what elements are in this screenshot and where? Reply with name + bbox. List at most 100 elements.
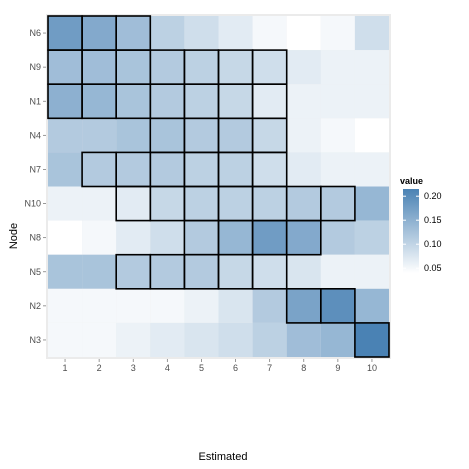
x-tick-label: 4: [165, 363, 170, 373]
heatmap-cell: [252, 152, 287, 187]
legend-tick-label: 0.10: [424, 239, 442, 249]
legend-tick-label: 0.15: [424, 215, 442, 225]
x-tick-label: 10: [367, 363, 377, 373]
heatmap-cell: [320, 220, 355, 255]
heatmap-cell: [286, 84, 321, 119]
x-tick-label: 7: [267, 363, 272, 373]
heatmap-cell: [150, 186, 185, 221]
x-tick-label: 9: [335, 363, 340, 373]
x-tick-label: 5: [199, 363, 204, 373]
heatmap-cell: [82, 322, 117, 357]
heatmap-cell: [150, 50, 185, 85]
heatmap-cell: [48, 254, 83, 289]
heatmap-cell: [252, 118, 287, 153]
heatmap-cell: [184, 50, 219, 85]
heatmap-cell: [48, 50, 83, 85]
heatmap-cell: [184, 186, 219, 221]
heatmap-cell: [218, 186, 253, 221]
heatmap-cell: [286, 152, 321, 187]
heatmap-cell: [150, 220, 185, 255]
y-tick-label: N9: [29, 62, 41, 72]
heatmap-cell: [150, 254, 185, 289]
heatmap-cell: [184, 220, 219, 255]
heatmap-cell: [218, 254, 253, 289]
heatmap-cell: [82, 186, 117, 221]
heatmap-cell: [116, 186, 151, 221]
heatmap-cell: [218, 50, 253, 85]
heatmap-cell: [184, 288, 219, 323]
highlight-cell-outline: [319, 287, 356, 324]
heatmap-cell: [354, 152, 389, 187]
heatmap-cell: [286, 186, 321, 221]
heatmap-cell: [286, 288, 321, 323]
y-tick-label: N1: [29, 96, 41, 106]
heatmap-cell: [48, 118, 83, 153]
heatmap-cell: [320, 186, 355, 221]
heatmap-cell: [252, 322, 287, 357]
heatmap-cell: [252, 186, 287, 221]
heatmap-cell: [150, 322, 185, 357]
heatmap-cell: [320, 322, 355, 357]
heatmap-cell: [320, 152, 355, 187]
heatmap-cell: [184, 118, 219, 153]
y-tick-label: N6: [29, 28, 41, 38]
heatmap-cell: [184, 16, 219, 51]
x-tick-label: 8: [301, 363, 306, 373]
x-tick-label: 1: [63, 363, 68, 373]
heatmap-cell: [320, 84, 355, 119]
y-tick-label: N8: [29, 233, 41, 243]
legend-title: value: [400, 176, 423, 186]
heatmap-cell: [354, 288, 389, 323]
heatmap-cell: [252, 16, 287, 51]
heatmap-cell: [218, 118, 253, 153]
heatmap-cell: [320, 118, 355, 153]
heatmap-cell: [354, 254, 389, 289]
legend-ticks: 0.05 0.10 0.15 0.20: [403, 191, 442, 273]
heatmap-cell: [116, 84, 151, 119]
heatmap-cell: [252, 220, 287, 255]
heatmap-cell: [354, 220, 389, 255]
highlight-cell-outline: [354, 322, 390, 358]
heatmap-cell: [116, 322, 151, 357]
heatmap-cell: [116, 50, 151, 85]
y-tick-label: N5: [29, 267, 41, 277]
x-tick-label: 2: [97, 363, 102, 373]
y-axis-title: Node: [8, 223, 20, 249]
heatmap-cell: [252, 288, 287, 323]
heatmap-cell: [82, 50, 117, 85]
heatmap-cell: [286, 254, 321, 289]
heatmap-cell: [184, 322, 219, 357]
legend-colorbar: [403, 189, 419, 273]
heatmap-cell: [354, 84, 389, 119]
heatmap-cell: [150, 118, 185, 153]
highlight-cell-outline: [319, 185, 356, 222]
heatmap-cell: [354, 322, 389, 357]
heatmap-cell: [48, 84, 83, 119]
heatmap-cell: [150, 16, 185, 51]
heatmap-cell: [320, 288, 355, 323]
x-tick-labels: 1 2 3 4 5 6 7 8 9 10: [63, 359, 377, 373]
heatmap-cell: [354, 118, 389, 153]
y-tick-labels: N6 N9 N1 N4 N7 N10 N8 N5 N2 N3: [24, 28, 46, 345]
heatmap-cell: [184, 254, 219, 289]
legend-tick-label: 0.05: [424, 263, 442, 273]
heatmap-cell: [116, 118, 151, 153]
heatmap-cell: [48, 220, 83, 255]
heatmap-cell: [48, 322, 83, 357]
heatmap-cell: [116, 152, 151, 187]
heatmap-cell: [116, 254, 151, 289]
heatmap-cell: [150, 152, 185, 187]
heatmap-cell: [218, 16, 253, 51]
legend-tick-label: 0.20: [424, 191, 442, 201]
x-tick-label: 6: [233, 363, 238, 373]
heatmap-cell: [252, 50, 287, 85]
heatmap-cell: [320, 50, 355, 85]
y-tick-label: N2: [29, 301, 41, 311]
heatmap-cell: [82, 118, 117, 153]
heatmap-cell: [150, 84, 185, 119]
heatmap-cell: [286, 220, 321, 255]
highlight-cell-outline: [285, 219, 322, 256]
heatmap-cell: [82, 288, 117, 323]
y-tick-label: N3: [29, 335, 41, 345]
